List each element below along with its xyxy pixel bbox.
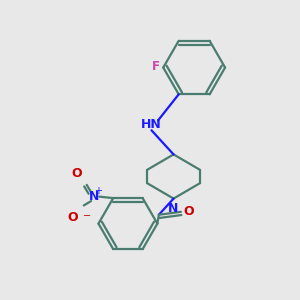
Text: N: N xyxy=(89,190,99,203)
Text: +: + xyxy=(94,186,103,196)
Text: O: O xyxy=(67,211,78,224)
Text: −: − xyxy=(82,211,91,221)
Text: O: O xyxy=(184,205,194,218)
Text: HN: HN xyxy=(141,118,162,131)
Text: N: N xyxy=(168,202,179,215)
Text: O: O xyxy=(72,167,82,180)
Text: F: F xyxy=(152,60,160,73)
